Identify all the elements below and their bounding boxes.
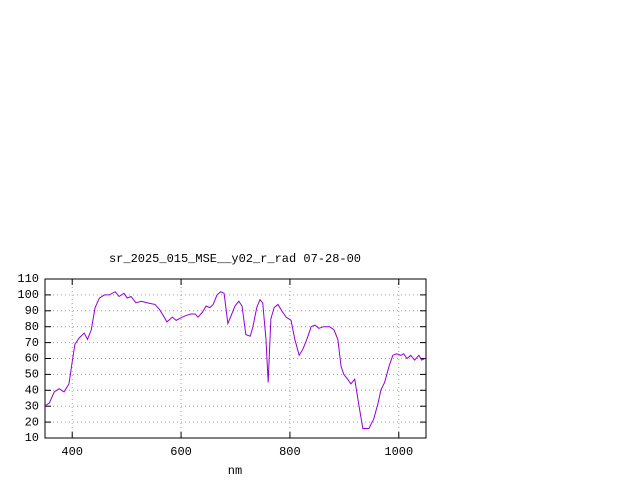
x-tick-label: 600 xyxy=(170,445,192,459)
data-line xyxy=(44,291,426,429)
x-tick-label: 1000 xyxy=(384,445,413,459)
chart-title: sr_2025_015_MSE__y02_r_rad 07-28-00 xyxy=(109,252,361,266)
plot-frame xyxy=(44,278,427,439)
y-tick-label: 110 xyxy=(17,272,39,286)
y-tick-label: 50 xyxy=(25,368,39,382)
y-tick-label: 30 xyxy=(25,399,39,413)
y-tick-label: 60 xyxy=(25,352,39,366)
y-tick-label: 10 xyxy=(25,431,39,445)
x-tick-label: 400 xyxy=(61,445,83,459)
x-axis-label: nm xyxy=(228,464,242,478)
y-tick-label: 80 xyxy=(25,320,39,334)
y-tick-label: 40 xyxy=(25,383,39,397)
y-tick-label: 90 xyxy=(25,304,39,318)
y-tick-label: 20 xyxy=(25,415,39,429)
y-tick-label: 70 xyxy=(25,336,39,350)
y-tick-label: 100 xyxy=(17,288,39,302)
x-tick-label: 800 xyxy=(279,445,301,459)
